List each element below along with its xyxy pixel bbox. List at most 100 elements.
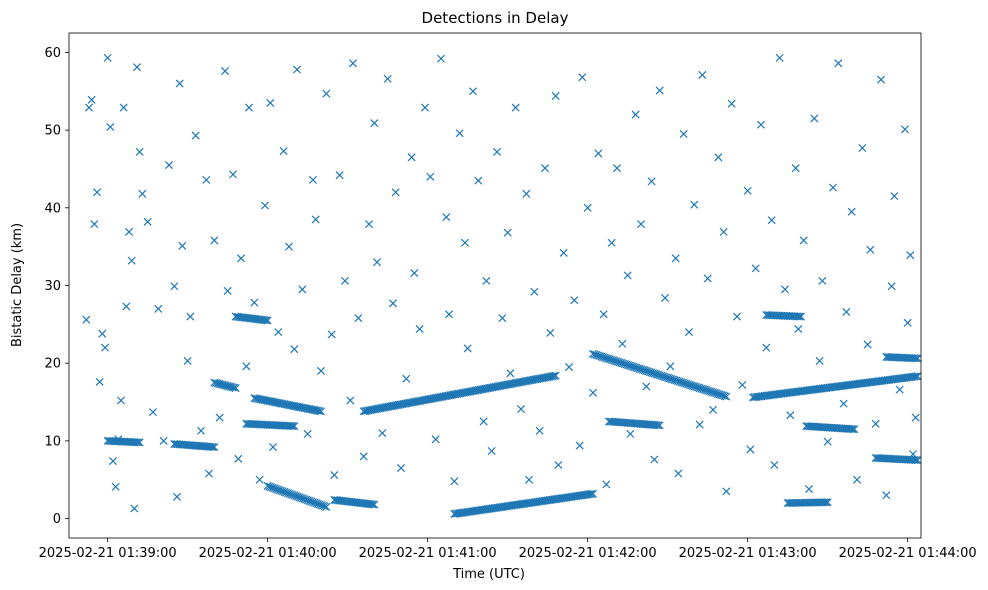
data-point bbox=[738, 380, 747, 389]
data-point bbox=[284, 242, 294, 251]
data-point bbox=[546, 328, 555, 337]
data-point bbox=[290, 345, 299, 354]
data-point bbox=[666, 362, 675, 371]
data-point bbox=[535, 426, 544, 435]
data-point bbox=[871, 419, 880, 428]
data-point bbox=[863, 340, 872, 349]
data-point bbox=[695, 420, 704, 429]
data-point bbox=[298, 285, 307, 294]
data-point bbox=[910, 354, 919, 363]
data-point bbox=[354, 314, 363, 323]
data-point bbox=[727, 99, 736, 108]
data-point bbox=[260, 201, 270, 210]
data-point bbox=[210, 236, 219, 245]
y-tick-label: 10 bbox=[44, 434, 61, 449]
data-point bbox=[87, 95, 96, 104]
data-point bbox=[895, 385, 904, 394]
data-point bbox=[911, 413, 920, 422]
data-point bbox=[359, 452, 368, 461]
data-point bbox=[220, 67, 230, 76]
data-point bbox=[583, 203, 592, 212]
data-point bbox=[599, 310, 608, 319]
data-point bbox=[116, 396, 126, 405]
data-point bbox=[340, 276, 350, 285]
data-point bbox=[671, 254, 680, 263]
data-point bbox=[122, 302, 131, 311]
data-point bbox=[848, 425, 857, 434]
x-tick-label: 2025-02-21 01:40:00 bbox=[199, 546, 337, 561]
data-point bbox=[263, 316, 272, 325]
data-point bbox=[650, 455, 659, 464]
data-point bbox=[492, 147, 502, 156]
data-point bbox=[250, 298, 259, 307]
data-point bbox=[410, 269, 419, 278]
data-point bbox=[303, 429, 312, 438]
data-point bbox=[794, 324, 803, 334]
data-point bbox=[444, 310, 454, 319]
data-point bbox=[684, 328, 694, 337]
data-point bbox=[316, 407, 326, 416]
data-point bbox=[793, 312, 802, 321]
data-point bbox=[524, 475, 534, 484]
data-point bbox=[255, 475, 264, 484]
data-point bbox=[674, 469, 683, 478]
data-point bbox=[770, 460, 779, 469]
data-point bbox=[231, 384, 240, 393]
data-point bbox=[370, 119, 379, 128]
data-point bbox=[786, 411, 795, 420]
data-point bbox=[172, 492, 182, 501]
data-point bbox=[370, 500, 379, 509]
data-point bbox=[799, 236, 808, 245]
data-point bbox=[554, 460, 563, 469]
data-point bbox=[383, 74, 392, 83]
data-point bbox=[402, 374, 411, 383]
data-point bbox=[559, 248, 568, 257]
data-point bbox=[132, 63, 142, 72]
chart-title: Detections in Delay bbox=[422, 9, 569, 27]
data-point bbox=[823, 437, 832, 446]
data-point bbox=[210, 443, 219, 452]
data-point bbox=[127, 256, 136, 265]
data-point bbox=[722, 487, 731, 496]
y-axis-label: Bistatic Delay (km) bbox=[10, 223, 25, 347]
y-tick-label: 50 bbox=[44, 124, 61, 139]
data-point bbox=[912, 354, 921, 363]
data-point bbox=[804, 485, 814, 494]
data-point bbox=[468, 87, 478, 96]
data-point bbox=[388, 299, 398, 308]
data-point bbox=[623, 271, 632, 280]
data-point bbox=[594, 149, 603, 158]
data-point bbox=[420, 103, 430, 112]
data-point bbox=[154, 304, 163, 313]
y-axis: 0 10 20 30 40 50 60 bbox=[44, 46, 69, 527]
y-tick-label: 0 bbox=[53, 512, 61, 527]
data-point bbox=[460, 238, 470, 247]
data-point bbox=[722, 392, 731, 401]
data-point bbox=[498, 314, 507, 323]
data-point bbox=[260, 316, 269, 325]
data-point bbox=[268, 443, 278, 452]
data-point bbox=[84, 103, 94, 112]
data-point bbox=[178, 241, 187, 250]
data-point bbox=[364, 220, 374, 229]
data-point bbox=[910, 455, 919, 464]
data-point bbox=[866, 245, 875, 254]
data-point bbox=[578, 73, 587, 82]
data-point bbox=[588, 388, 598, 397]
data-point bbox=[647, 177, 656, 186]
data-point bbox=[215, 413, 224, 422]
data-point bbox=[506, 369, 515, 378]
data-point bbox=[436, 54, 446, 63]
data-point bbox=[487, 446, 496, 456]
data-point bbox=[913, 456, 922, 465]
data-point bbox=[903, 318, 912, 327]
data-point bbox=[913, 372, 922, 381]
plot-area bbox=[69, 33, 921, 538]
x-tick-label: 2025-02-21 01:43:00 bbox=[679, 546, 817, 561]
data-point bbox=[378, 429, 387, 438]
data-point bbox=[206, 442, 216, 451]
data-point bbox=[82, 315, 91, 324]
data-point bbox=[703, 274, 712, 283]
data-point bbox=[780, 285, 790, 294]
